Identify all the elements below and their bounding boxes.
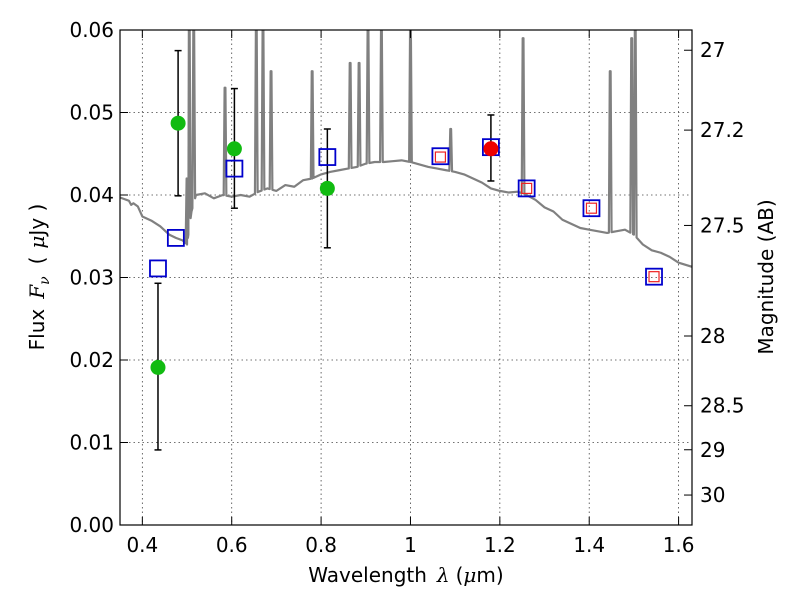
x-tick-label: 1.6	[663, 533, 695, 557]
model-square-blue	[225, 159, 244, 178]
y-tick-label: 0.04	[69, 183, 114, 207]
x-axis-label: Wavelength λ (μm)	[308, 563, 503, 587]
mag-tick-label: 27.2	[700, 118, 745, 142]
x-axis-label-text: Wavelength	[308, 563, 427, 587]
observed-point-green	[170, 115, 186, 131]
mag-tick-label: 27.5	[700, 213, 745, 237]
observed-point-red	[483, 141, 499, 157]
model-square-blue	[166, 228, 185, 247]
model-square-blue	[645, 267, 663, 286]
mag-tick-label: 28.5	[700, 394, 745, 418]
model-square-red	[521, 182, 533, 194]
y-tick-label: 0.03	[69, 266, 114, 290]
model-square-red	[585, 202, 598, 214]
observed-point-green	[150, 359, 166, 375]
y-tick-label: 0.01	[69, 431, 114, 455]
x-tick-label: 0.4	[126, 533, 158, 557]
y-axis-label-prefix: Flux	[25, 309, 49, 351]
y-axis-label-unit-mu: μ	[25, 236, 49, 249]
mag-tick-label: 30	[700, 483, 725, 507]
x-axis-label-unit-open: (	[456, 563, 464, 587]
axis-ticks: 0.4 0.6 0.8 1 1.2 1.4 1.6 0.00 0.01 0.02 0.03 0.04 0…	[69, 18, 744, 557]
y-axis-label-unit-open: (	[25, 257, 49, 265]
y-tick-label: 0.00	[69, 513, 114, 537]
x-tick-label: 1.2	[484, 533, 516, 557]
x-tick-label: 0.8	[305, 533, 337, 557]
model-square-red	[434, 151, 447, 163]
y2-axis-label: Magnitude (AB)	[754, 199, 778, 354]
mag-tick-label: 28	[700, 324, 725, 348]
model-square-blue	[318, 148, 337, 166]
x-tick-label: 1	[404, 533, 417, 557]
x-tick-label: 0.6	[216, 533, 248, 557]
y-axis-label: Flux Fν ( μJy )	[25, 204, 53, 351]
x-axis-label-symbol: λ	[436, 563, 450, 587]
observed-point-green	[226, 141, 242, 157]
y-tick-label: 0.06	[69, 18, 114, 42]
y-tick-label: 0.02	[69, 348, 114, 372]
x-axis-label-unit-rest: m)	[476, 563, 503, 587]
y-axis-label-subscript: ν	[37, 276, 53, 285]
model-square-red	[648, 271, 660, 283]
mag-tick-label: 29	[700, 438, 725, 462]
y-axis-label-symbol: F	[25, 284, 49, 300]
grid-lines	[120, 30, 692, 525]
y-axis-label-unit-rest: Jy )	[25, 204, 49, 238]
model-square-blue	[582, 199, 601, 218]
data-markers	[149, 115, 663, 375]
model-square-blue	[149, 259, 167, 278]
observed-point-green	[319, 180, 335, 196]
model-square-blue	[517, 179, 536, 198]
x-axis-label-unit-mu: μ	[463, 563, 476, 587]
sed-spectrum-line	[120, 30, 692, 268]
x-tick-label: 1.4	[573, 533, 605, 557]
error-bars	[154, 49, 495, 451]
mag-tick-label: 27	[700, 38, 725, 62]
y-tick-label: 0.05	[69, 101, 114, 125]
model-square-blue	[431, 147, 450, 166]
